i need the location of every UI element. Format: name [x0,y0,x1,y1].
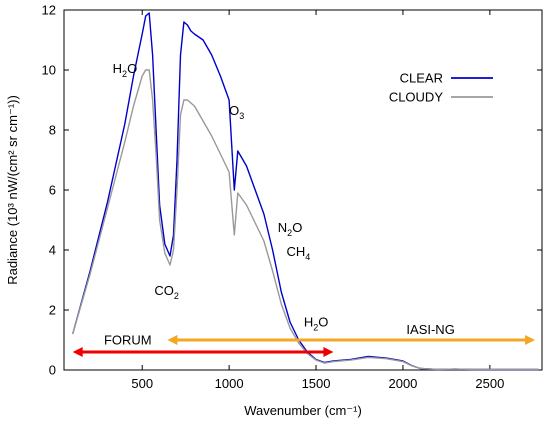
annotation-text: CO [154,283,174,298]
annotation-ch4: CH4 [286,244,310,262]
y-tick-label: 4 [49,243,56,258]
annotation-text: O [292,220,302,235]
x-tick-label: 1000 [215,376,244,391]
annotation-text: CH [286,244,305,259]
y-tick-label: 6 [49,183,56,198]
annotation-subscript: 2 [122,69,127,79]
annotation-text: O [127,61,137,76]
annotation-text: H [113,61,122,76]
x-tick-label: 2500 [475,376,504,391]
range-head-right [525,335,536,345]
annotation-subscript: 2 [174,291,179,301]
range-label: IASI-NG [406,322,454,337]
legend: CLEAR CLOUDY [389,71,493,105]
range-label: FORUM [104,333,152,348]
ranges-layer: FORUM IASI-NG [72,322,536,357]
y-tick-label: 12 [42,3,56,18]
series-line-cloudy [72,69,539,371]
annotation-text: N [278,220,287,235]
annotation-subscript: 2 [287,228,292,238]
series-layer [72,12,539,371]
annotation-n2o: N2O [278,220,303,238]
x-axis-label: Wavenumber (cm⁻¹) [244,403,362,418]
range-head-right [323,347,334,357]
range-arrow-forum: FORUM [72,333,334,357]
y-tick-label: 2 [49,303,56,318]
annotation-text: O [318,315,328,330]
range-head-left [167,335,178,345]
range-arrow-iasi-ng: IASI-NG [167,322,536,345]
x-tick-label: 2000 [388,376,417,391]
x-tick-label: 1500 [302,376,331,391]
annotation-subscript: 3 [239,111,244,121]
annotation-co2: CO2 [154,283,179,301]
annotation-h2o_top: H2O [113,61,138,79]
legend-label-cloudy: CLOUDY [389,90,444,105]
annotation-text: O [229,103,239,118]
legend-label-clear: CLEAR [400,71,443,86]
annotation-text: H [304,315,313,330]
annotation-subscript: 4 [305,252,310,262]
annotation-h2o_low: H2O [304,315,329,333]
annotation-o3: O3 [229,103,244,121]
x-tick-label: 500 [131,376,153,391]
y-axis-label: Radiance (10³ nW/(cm² sr cm⁻¹)) [5,95,20,285]
y-tick-label: 8 [49,123,56,138]
y-tick-label: 10 [42,63,56,78]
annotation-subscript: 2 [313,323,318,333]
range-head-left [72,347,83,357]
axes: 500 1000 1500 2000 2500 0 2 4 6 8 10 12 [42,3,543,391]
y-tick-label: 0 [49,363,56,378]
